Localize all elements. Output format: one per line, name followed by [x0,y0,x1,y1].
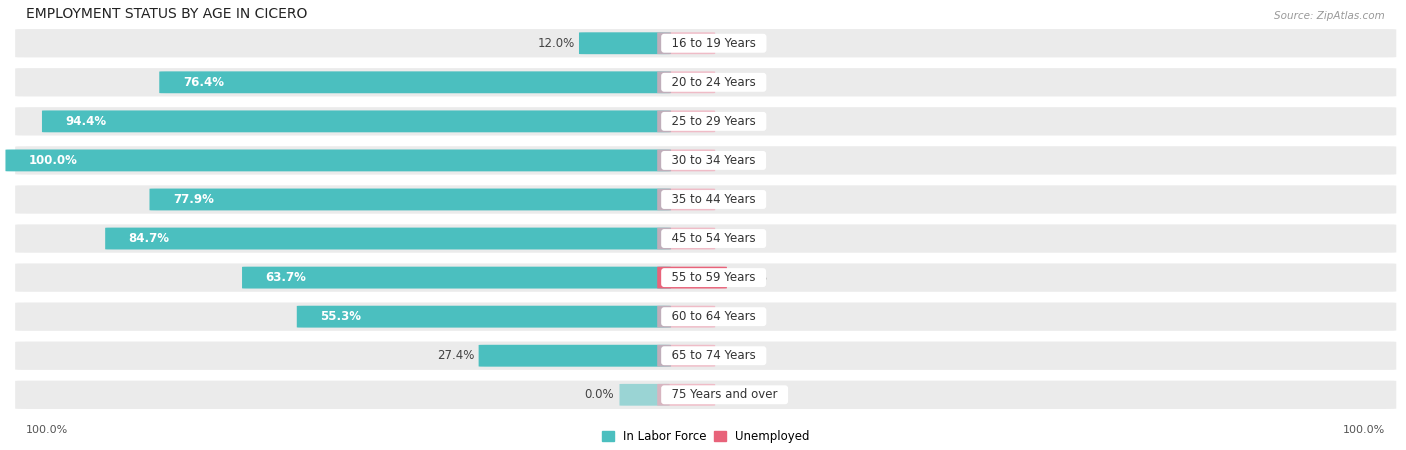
Text: 0.0%: 0.0% [725,310,755,323]
Text: 0.0%: 0.0% [725,76,755,89]
Text: 100.0%: 100.0% [30,154,77,167]
Text: 12.0%: 12.0% [537,37,575,50]
Text: 0.0%: 0.0% [725,154,755,167]
FancyBboxPatch shape [149,189,671,211]
Text: 0.0%: 0.0% [725,388,755,401]
FancyBboxPatch shape [15,381,1396,409]
Text: 75 Years and over: 75 Years and over [664,388,785,401]
Text: 45 to 54 Years: 45 to 54 Years [664,232,763,245]
Text: 76.4%: 76.4% [183,76,224,89]
FancyBboxPatch shape [15,185,1396,214]
Text: 100.0%: 100.0% [1343,425,1385,435]
Text: 84.7%: 84.7% [129,232,170,245]
Text: 35 to 44 Years: 35 to 44 Years [664,193,763,206]
Text: 60 to 64 Years: 60 to 64 Years [664,310,763,323]
Text: 0.0%: 0.0% [725,37,755,50]
Text: 16 to 19 Years: 16 to 19 Years [664,37,763,50]
FancyBboxPatch shape [657,72,716,93]
FancyBboxPatch shape [242,267,671,288]
FancyBboxPatch shape [657,267,727,288]
Text: 65 to 74 Years: 65 to 74 Years [664,349,763,362]
Text: 0.0%: 0.0% [725,193,755,206]
Text: 7.6%: 7.6% [737,271,766,284]
Text: EMPLOYMENT STATUS BY AGE IN CICERO: EMPLOYMENT STATUS BY AGE IN CICERO [27,7,308,21]
FancyBboxPatch shape [105,228,671,249]
FancyBboxPatch shape [15,342,1396,370]
Text: 27.4%: 27.4% [437,349,474,362]
FancyBboxPatch shape [657,32,716,54]
FancyBboxPatch shape [15,302,1396,331]
Text: 55.3%: 55.3% [321,310,361,323]
FancyBboxPatch shape [15,68,1396,96]
FancyBboxPatch shape [42,110,671,132]
FancyBboxPatch shape [15,146,1396,175]
Text: 63.7%: 63.7% [266,271,307,284]
Text: 55 to 59 Years: 55 to 59 Years [664,271,763,284]
Text: 0.0%: 0.0% [585,388,614,401]
FancyBboxPatch shape [657,189,716,211]
FancyBboxPatch shape [657,306,716,328]
FancyBboxPatch shape [657,110,716,132]
Text: 25 to 29 Years: 25 to 29 Years [664,115,763,128]
FancyBboxPatch shape [15,107,1396,135]
FancyBboxPatch shape [620,384,669,406]
FancyBboxPatch shape [15,225,1396,253]
FancyBboxPatch shape [657,149,716,171]
FancyBboxPatch shape [657,228,716,249]
Text: 0.0%: 0.0% [725,232,755,245]
FancyBboxPatch shape [297,306,671,328]
Text: 0.0%: 0.0% [725,115,755,128]
Text: 0.0%: 0.0% [725,349,755,362]
Text: 77.9%: 77.9% [173,193,214,206]
FancyBboxPatch shape [15,263,1396,292]
Text: 100.0%: 100.0% [27,425,69,435]
FancyBboxPatch shape [657,345,716,367]
FancyBboxPatch shape [159,72,671,93]
FancyBboxPatch shape [657,384,716,406]
Text: 30 to 34 Years: 30 to 34 Years [664,154,763,167]
FancyBboxPatch shape [579,32,671,54]
Text: Source: ZipAtlas.com: Source: ZipAtlas.com [1274,11,1385,21]
FancyBboxPatch shape [6,149,671,171]
FancyBboxPatch shape [478,345,671,367]
Text: 20 to 24 Years: 20 to 24 Years [664,76,763,89]
Legend: In Labor Force, Unemployed: In Labor Force, Unemployed [598,425,814,447]
Text: 94.4%: 94.4% [66,115,107,128]
FancyBboxPatch shape [15,29,1396,58]
